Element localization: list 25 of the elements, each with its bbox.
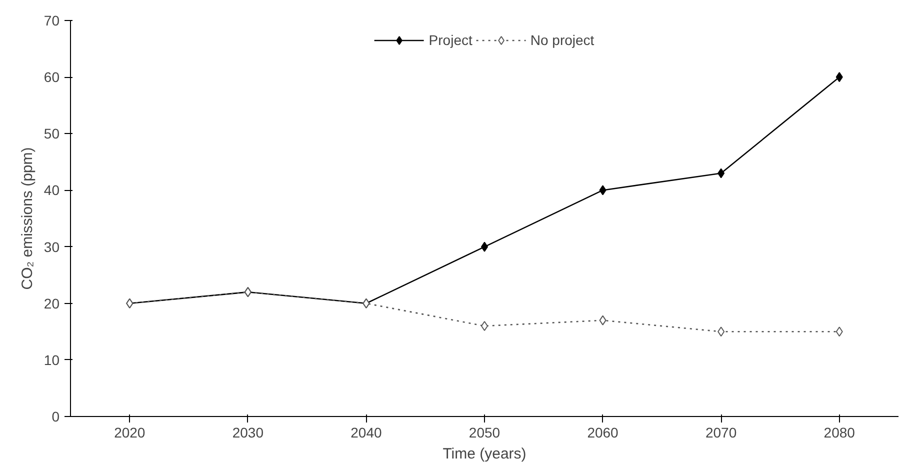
legend-label: Project — [428, 32, 472, 48]
y-tick-label: 50 — [44, 126, 60, 142]
y-tick-label: 30 — [44, 238, 60, 255]
point — [836, 72, 843, 82]
y-tick-label: 20 — [44, 295, 60, 312]
x-axis-title: Time (years) — [442, 446, 526, 462]
x-tick-label: 2020 — [114, 424, 146, 440]
point — [836, 326, 843, 337]
point — [599, 185, 606, 196]
x-tick-label: 2060 — [587, 424, 619, 440]
x-tick-label: 2030 — [232, 424, 264, 440]
y-tick-label: 70 — [44, 12, 60, 28]
point — [599, 315, 606, 326]
y-axis-title: CO₂ emissions (ppm) — [18, 147, 36, 290]
point — [718, 326, 725, 337]
y-tick-label: 0 — [52, 408, 60, 424]
y-tick-label: 40 — [44, 182, 60, 198]
x-tick-label: 2080 — [824, 424, 856, 440]
x-tick-label: 2050 — [468, 424, 500, 440]
x-tick-label: 2070 — [706, 424, 737, 440]
y-tick-label: 10 — [44, 352, 60, 368]
point — [718, 168, 725, 178]
y-tick-label: 60 — [44, 69, 60, 86]
legend-label: No project — [530, 32, 594, 48]
x-tick-label: 2040 — [350, 424, 382, 440]
